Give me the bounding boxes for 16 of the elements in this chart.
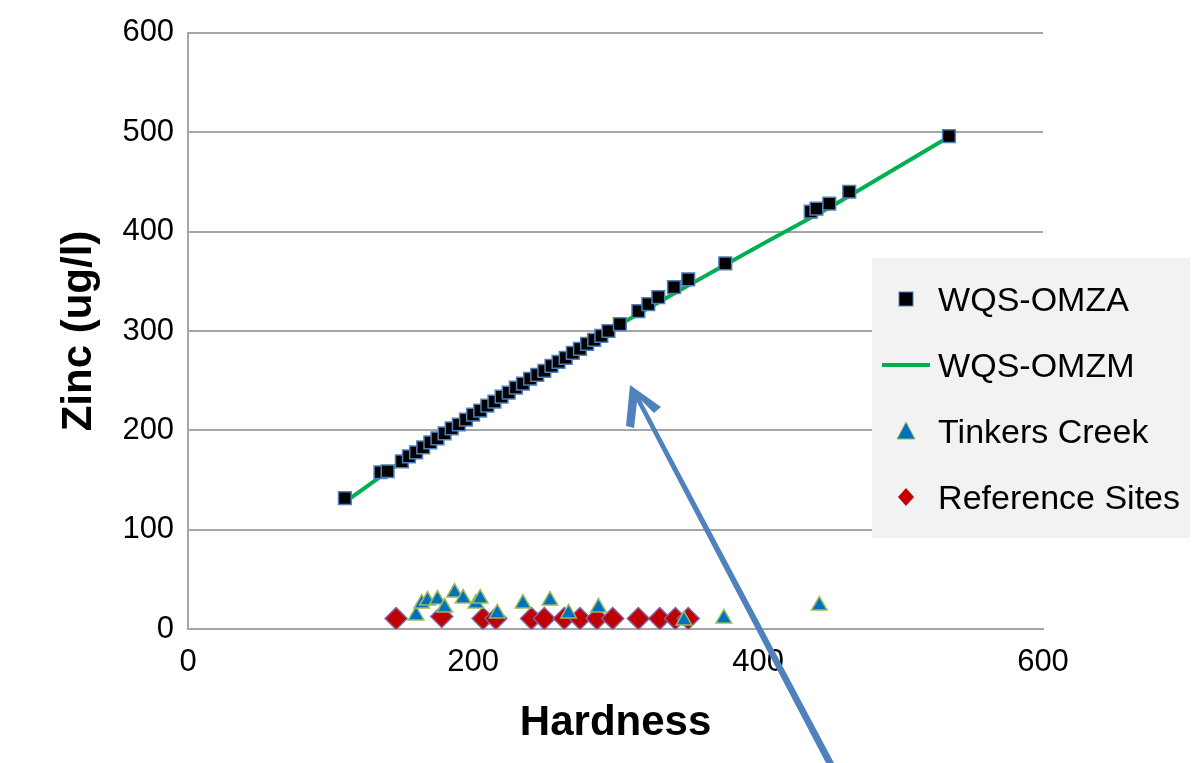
x-tick-label: 200 bbox=[447, 642, 499, 678]
x-tick-label: 600 bbox=[1017, 642, 1069, 678]
y-tick-label: 400 bbox=[122, 212, 175, 248]
x-tick-label: 0 bbox=[179, 642, 197, 678]
y-tick-label: 500 bbox=[122, 112, 175, 148]
y-tick-label: 200 bbox=[122, 411, 175, 447]
legend-label: Tinkers Creek bbox=[938, 411, 1149, 451]
y-tick-label: 0 bbox=[156, 609, 175, 645]
y-tick-label: 300 bbox=[122, 311, 175, 347]
legend-label: WQS-OMZA bbox=[938, 279, 1129, 319]
y-tick-label: 100 bbox=[122, 510, 175, 546]
legend-label: WQS-OMZM bbox=[938, 345, 1135, 385]
y-axis-title: Zinc (ug/l) bbox=[52, 230, 100, 432]
y-tick-label: 600 bbox=[122, 13, 175, 49]
x-axis-title: Hardness bbox=[519, 697, 712, 745]
legend-label: Reference Sites bbox=[938, 477, 1180, 517]
